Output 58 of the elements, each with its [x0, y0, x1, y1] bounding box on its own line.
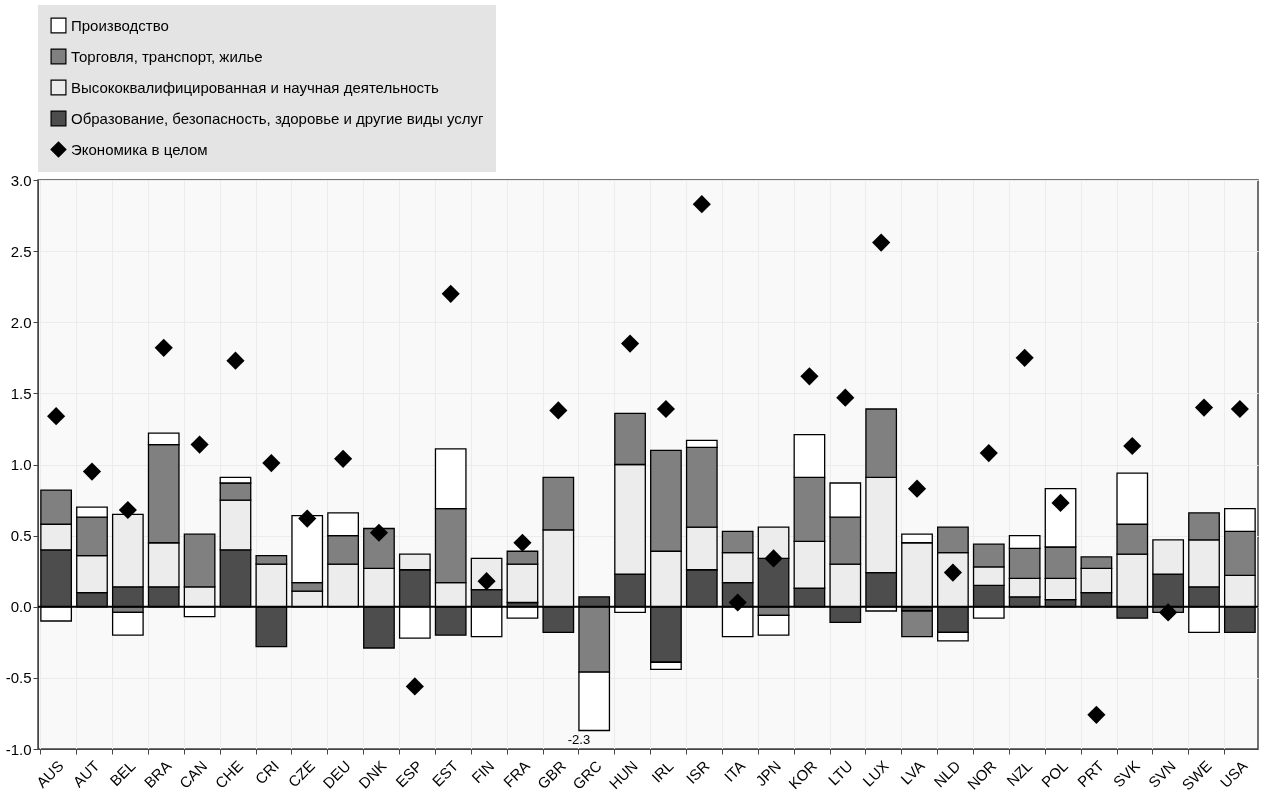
point: [1194, 398, 1214, 417]
bar: [901, 610, 933, 638]
point: [836, 388, 855, 407]
x-tick-label: POL: [1037, 757, 1072, 791]
x-tick-label: ITA: [720, 757, 749, 785]
x-tick-label: LVA: [897, 757, 928, 788]
point: [82, 462, 102, 481]
point: [1051, 493, 1070, 512]
point: [441, 284, 460, 303]
point: [1123, 436, 1142, 456]
point: [513, 533, 532, 552]
legend-label: Торговля, транспорт, жилье: [71, 47, 263, 65]
y-tick-label: -1.0: [5, 740, 32, 758]
point: [1230, 399, 1249, 419]
legend-label: Образование, безопасность, здоровье и другие виды услуг: [71, 109, 484, 127]
point: [405, 677, 424, 696]
point: [692, 195, 711, 214]
point: [800, 367, 819, 386]
x-tick-label: ISR: [682, 756, 713, 787]
point: [190, 435, 209, 454]
point: [979, 444, 998, 463]
point: [872, 233, 891, 252]
point: [118, 500, 137, 520]
legend-label: Производство: [71, 16, 169, 34]
point: [298, 509, 317, 528]
y-tick-label: 0.5: [10, 527, 32, 545]
y-tick-label: 1.0: [10, 456, 32, 473]
point: [549, 401, 568, 420]
point: [334, 449, 353, 468]
point: [47, 407, 66, 426]
x-tick-label: NZL: [1003, 757, 1036, 790]
legend-label: Высококвалифицированная и научная деятельность: [71, 78, 439, 96]
annotation: -2.3: [567, 732, 591, 747]
y-tick-label: 2.5: [10, 242, 32, 260]
point: [764, 549, 783, 568]
x-tick-label: CRI: [251, 757, 282, 788]
point: [656, 399, 676, 419]
y-tick-label: 3.0: [10, 171, 32, 189]
y-tick-label: 2.0: [10, 313, 32, 331]
point: [1159, 603, 1178, 622]
point: [262, 453, 281, 473]
y-tick-label: 1.5: [10, 384, 32, 402]
point: [907, 479, 927, 498]
point: [369, 523, 389, 542]
x-tick-label: FIN: [468, 757, 498, 787]
x-tick-label: JPN: [752, 757, 785, 790]
point: [1015, 348, 1034, 367]
x-tick-label: BEL: [106, 757, 139, 790]
point: [226, 351, 245, 370]
bar: [111, 611, 144, 636]
point: [620, 334, 640, 353]
point: [1087, 705, 1106, 724]
y-tick-label: 0.0: [10, 598, 32, 616]
legend-label: Экономика в целом: [71, 140, 208, 158]
point: [154, 338, 173, 357]
x-tick-label: USA: [1216, 757, 1251, 791]
x-tick-label: IRL: [648, 757, 677, 786]
y-tick-label: -0.5: [5, 669, 32, 687]
